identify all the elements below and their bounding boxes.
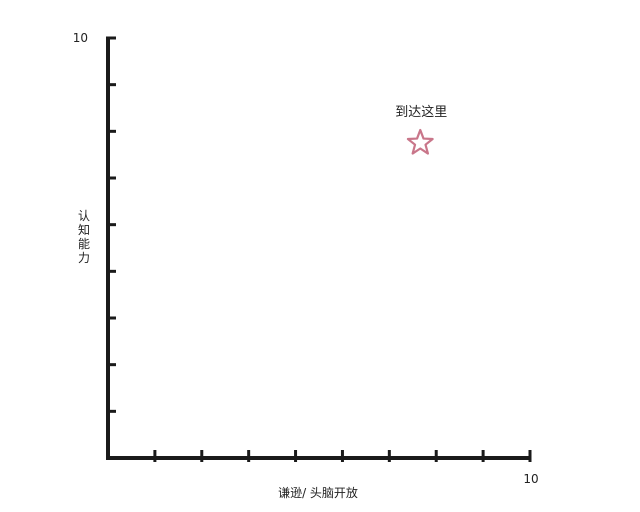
y-axis-ticks: [106, 36, 116, 413]
x-axis-ticks: [153, 450, 532, 462]
data-points: 到达这里: [395, 104, 447, 155]
x-axis-max-tick-label: 10: [523, 472, 538, 486]
y-axis-max-tick-label: 10: [73, 31, 88, 45]
point-annotation-label: 到达这里: [395, 104, 447, 120]
x-axis-label: 谦逊/ 头脑开放: [278, 485, 358, 500]
star-marker-icon: [406, 128, 434, 155]
y-axis-label: 认知能力: [78, 209, 90, 265]
